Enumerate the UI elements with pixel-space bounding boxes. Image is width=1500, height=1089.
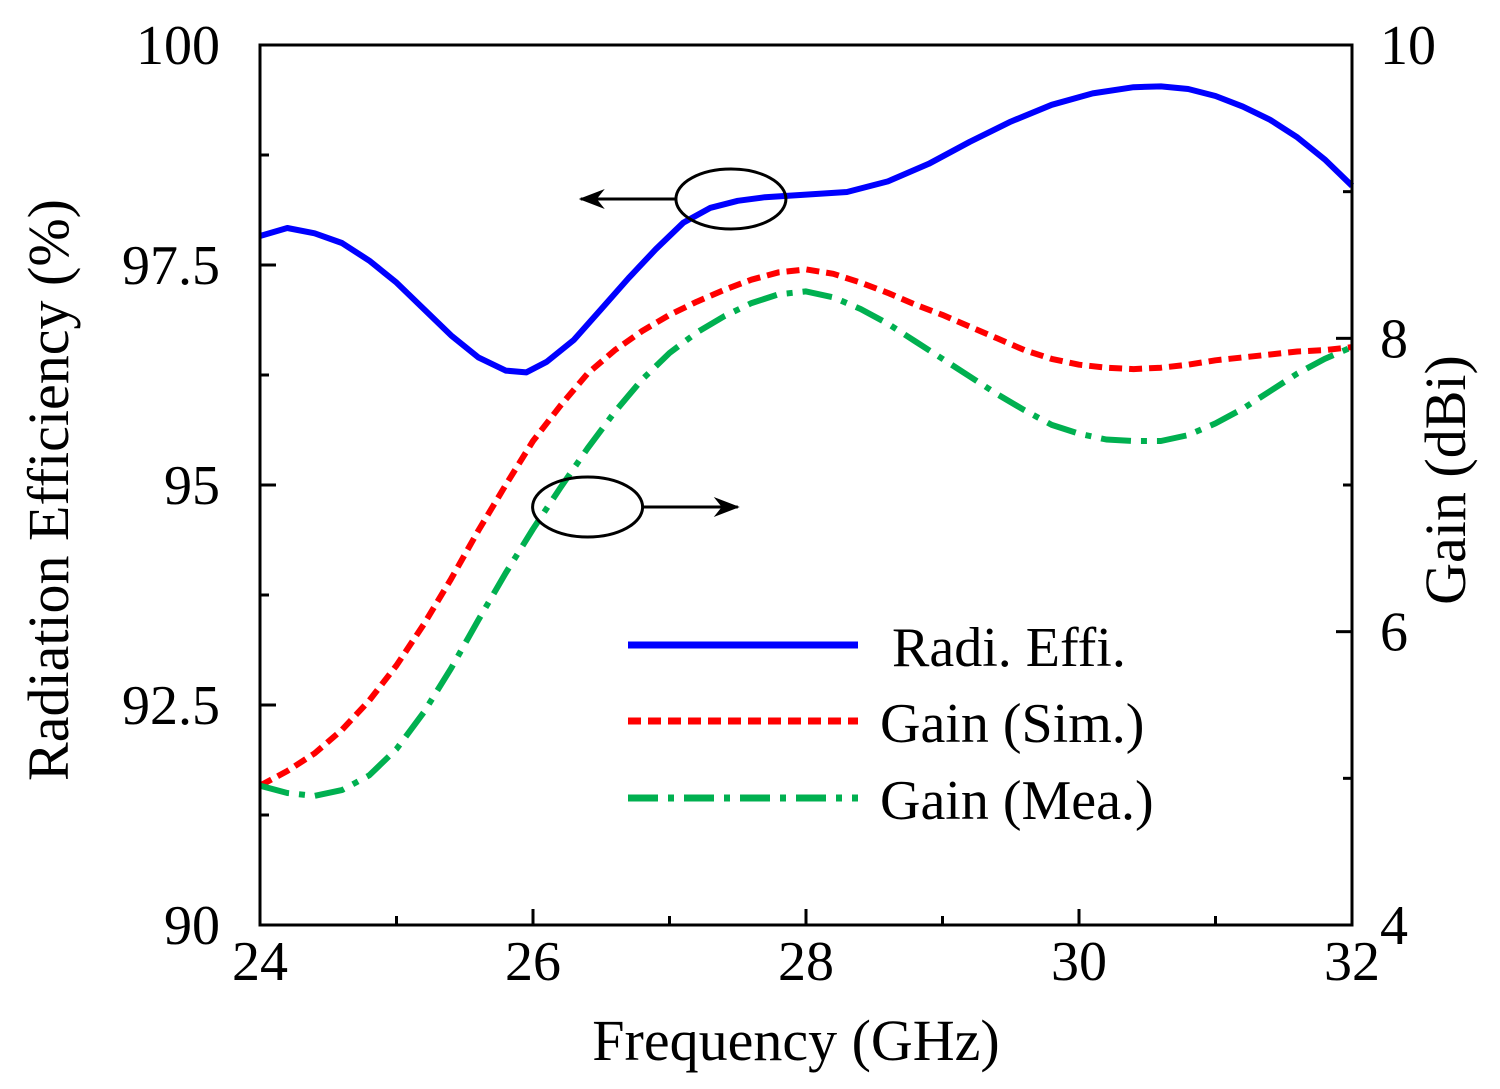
x-tick-label: 26: [505, 931, 561, 993]
x-tick-label: 28: [778, 931, 834, 993]
annotation-arrowhead-gain-ellipse: [713, 497, 740, 517]
y-left-tick-label: 97.5: [122, 235, 220, 297]
x-axis-title: Frequency (GHz): [592, 1008, 999, 1073]
legend-label-gain-sim: Gain (Sim.): [880, 693, 1144, 755]
legend-label-gain-mea: Gain (Mea.): [880, 770, 1154, 832]
tick-label-layer: 24 26 28 30 32 90 92.5 95 97.5 100 4 6 8 10: [122, 15, 1436, 993]
legend-label-radi-effi: Radi. Effi.: [892, 617, 1126, 679]
series-line-gain-sim: [258, 266, 1353, 789]
x-tick-label: 24: [232, 931, 288, 993]
annotation-layer: [531, 167, 788, 539]
series-layer: [258, 83, 1355, 799]
y-left-tick-label: 100: [136, 15, 220, 77]
series-line-radi-effi: [259, 83, 1355, 376]
y-right-tick-label: 10: [1380, 15, 1436, 77]
y-right-tick-label: 6: [1380, 602, 1408, 664]
x-tick-label: 32: [1324, 931, 1380, 993]
legend: Radi. Effi. Gain (Sim.) Gain (Mea.): [628, 617, 1154, 832]
annotation-arrowhead-efficiency-ellipse: [578, 189, 605, 209]
y-right-axis-title: Gain (dBi): [1413, 355, 1478, 605]
y-left-tick-label: 90: [164, 895, 220, 957]
y-right-tick-label: 4: [1380, 895, 1408, 957]
y-left-tick-label: 95: [164, 455, 220, 517]
x-tick-label: 30: [1051, 931, 1107, 993]
series-line-gain-mea: [259, 288, 1354, 799]
y-left-tick-label: 92.5: [122, 675, 220, 737]
tick-layer: [258, 43, 1354, 927]
y-right-tick-label: 8: [1380, 308, 1408, 370]
y-left-axis-title: Radiation Efficiency (%): [16, 199, 81, 781]
